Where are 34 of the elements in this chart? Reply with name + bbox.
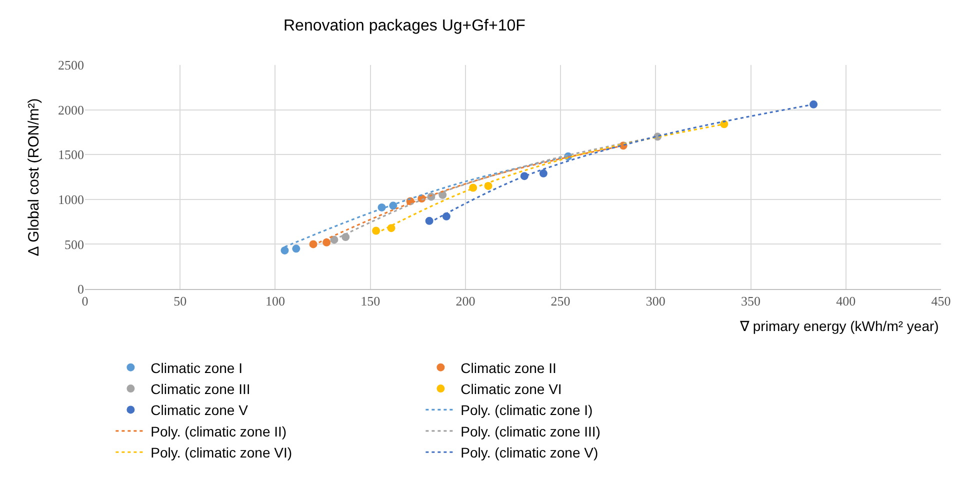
legend-label: Climatic zone II	[460, 360, 556, 376]
legend-label: Climatic zone I	[150, 360, 242, 376]
point	[539, 169, 548, 178]
y-tick-label: 500	[64, 236, 84, 252]
legend-label: Poly. (climatic zone III)	[460, 423, 600, 440]
x-tick-label: 150	[360, 294, 380, 309]
y-tick-label: 1500	[58, 147, 84, 162]
legend-label: Poly. (climatic zone I)	[460, 402, 593, 418]
legend-label: Poly. (climatic zone V)	[460, 444, 598, 461]
legend-label: Climatic zone V	[150, 402, 249, 418]
legend-label: Climatic zone III	[150, 380, 250, 397]
x-tick-label: 350	[741, 294, 761, 309]
legend-label: Poly. (climatic zone VI)	[150, 444, 292, 461]
x-tick-label: 50	[174, 294, 187, 309]
point	[292, 244, 300, 253]
y-tick-label: 0	[78, 282, 84, 297]
legend-label: Climatic zone VI	[460, 380, 562, 397]
x-tick-label: 200	[456, 294, 476, 309]
point	[810, 100, 818, 108]
x-axis-title: ∇ primary energy (kWh/m² year)	[739, 318, 939, 334]
x-tick-label: 250	[550, 294, 570, 309]
y-axis-title: ∆ Global cost (RON/m²)	[25, 98, 42, 256]
y-tick-label: 1000	[58, 192, 84, 207]
point	[342, 233, 350, 242]
x-tick-label: 450	[931, 294, 951, 309]
point	[280, 246, 289, 254]
x-tick-label: 100	[265, 294, 285, 309]
y-tick-label: 2500	[58, 58, 84, 73]
legend-label: Poly. (climatic zone II)	[150, 423, 287, 440]
chart-title: Renovation packages Ug+Gf+10F	[283, 18, 526, 35]
x-tick-label: 400	[836, 294, 856, 309]
y-tick-label: 2000	[58, 102, 84, 118]
point	[484, 182, 492, 190]
x-tick-label: 300	[646, 294, 666, 309]
